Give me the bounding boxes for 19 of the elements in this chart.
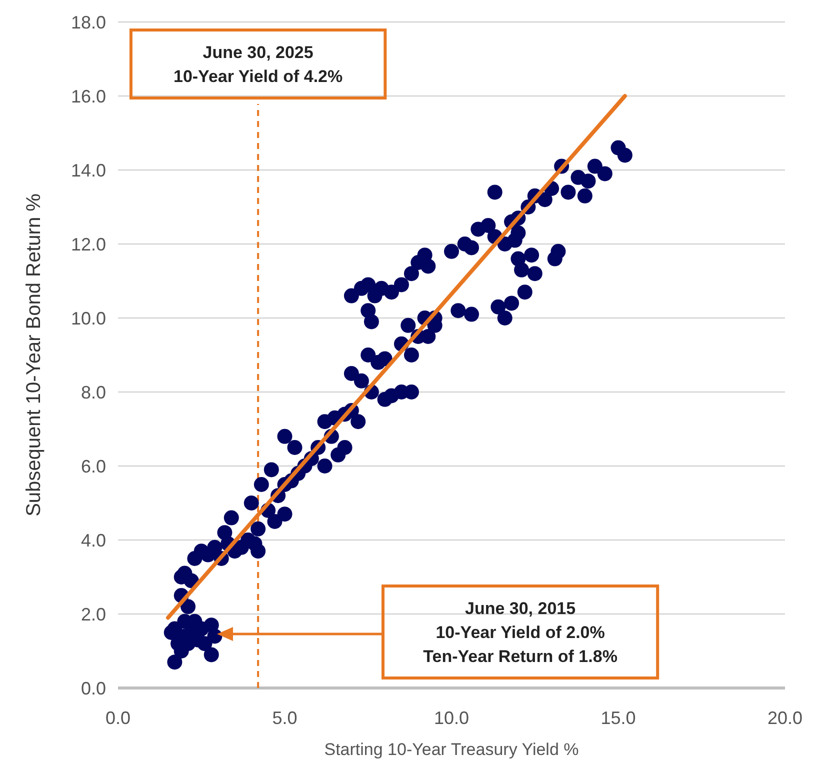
y-tick-label: 4.0	[80, 530, 106, 550]
y-tick-label: 6.0	[80, 456, 106, 476]
y-tick-label: 12.0	[70, 234, 106, 254]
y-tick-label: 16.0	[70, 86, 106, 106]
x-tick-label: 5.0	[272, 708, 298, 728]
x-tick-label: 0.0	[105, 708, 131, 728]
y-tick-label: 18.0	[70, 12, 106, 32]
x-tick-label: 20.0	[767, 708, 803, 728]
x-tick-label: 10.0	[434, 708, 470, 728]
y-tick-label: 10.0	[70, 308, 106, 328]
y-tick-label: 0.0	[80, 678, 106, 698]
x-axis-title: Starting 10-Year Treasury Yield %	[324, 740, 579, 759]
ref-line-label: June 30, 2025 10-Year Yield of 4.2%	[173, 43, 343, 86]
y-axis-title: Subsequent 10-Year Bond Return %	[23, 193, 45, 516]
y-tick-label: 14.0	[70, 160, 106, 180]
y-tick-label: 8.0	[80, 382, 106, 402]
x-tick-label: 15.0	[600, 708, 636, 728]
y-tick-label: 2.0	[80, 604, 106, 624]
annotation: June 30, 2015 10-Year Yield of 2.0% Ten-Year Return of 1.8%	[423, 599, 618, 666]
